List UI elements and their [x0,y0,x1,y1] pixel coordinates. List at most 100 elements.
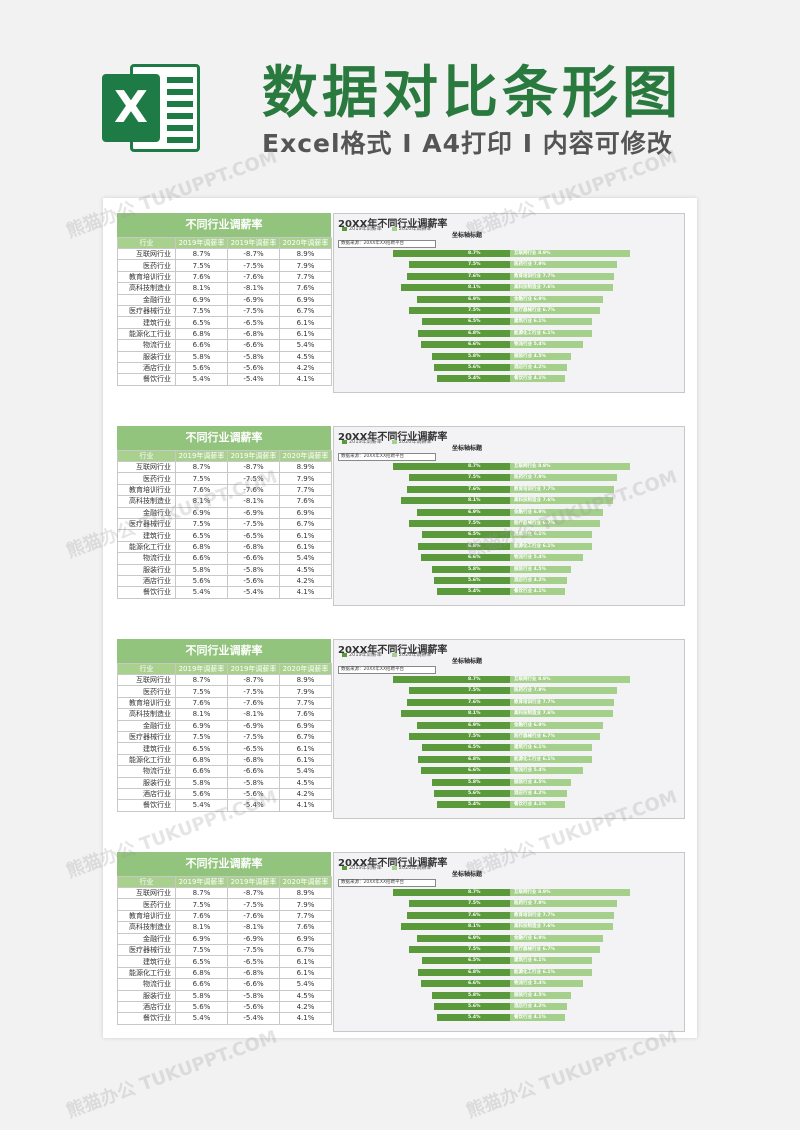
rate-cell[interactable]: -6.6% [227,339,280,352]
rate-cell[interactable]: 5.4% [279,765,332,778]
rate-cell[interactable]: 4.2% [279,1000,332,1014]
bar-2019[interactable] [408,474,510,482]
industry-cell[interactable]: 酒店行业 [117,1000,176,1014]
industry-cell[interactable]: 高科技制造业 [117,708,176,721]
bar-2020[interactable] [510,676,631,683]
industry-cell[interactable]: 医药行业 [117,259,176,272]
bar-2019[interactable] [408,900,510,908]
rate-cell[interactable]: -6.5% [227,316,280,329]
bar-2020[interactable] [510,261,617,269]
rate-cell[interactable]: 6.7% [279,517,332,531]
rate-cell[interactable]: 5.4% [175,586,228,599]
rate-cell[interactable]: 5.6% [175,787,228,801]
rate-cell[interactable]: 5.8% [175,563,228,576]
rate-cell[interactable]: 4.1% [279,799,332,812]
bar-2019[interactable] [408,520,510,527]
rate-cell[interactable]: 7.6% [279,495,332,508]
bar-2020[interactable] [510,329,593,337]
bar-2019[interactable] [437,375,510,383]
bar-2020[interactable] [510,991,571,999]
industry-cell[interactable]: 高科技制造业 [117,282,176,295]
rate-cell[interactable]: 7.9% [279,685,332,698]
rate-cell[interactable]: 5.4% [175,799,228,812]
rate-cell[interactable]: -7.5% [227,472,280,485]
rate-cell[interactable]: -8.1% [227,282,280,295]
rate-cell[interactable]: 6.5% [175,316,228,329]
rate-cell[interactable]: 6.9% [175,506,228,519]
bar-2020[interactable] [510,508,604,516]
bar-2019[interactable] [422,531,510,539]
industry-cell[interactable]: 能源化工行业 [117,966,176,980]
rate-cell[interactable]: 6.1% [279,966,332,980]
bar-2020[interactable] [510,911,614,919]
industry-cell[interactable]: 酒店行业 [117,574,176,588]
rate-cell[interactable]: 8.1% [175,708,228,721]
rate-cell[interactable]: -6.6% [227,978,280,991]
rate-cell[interactable]: 7.6% [175,696,228,710]
rate-cell[interactable]: 5.6% [175,361,228,375]
rate-cell[interactable]: -8.1% [227,708,280,721]
bar-2019[interactable] [437,588,510,596]
industry-cell[interactable]: 餐饮行业 [117,586,176,599]
bar-2019[interactable] [407,485,510,493]
bar-2019[interactable] [434,364,510,371]
rate-cell[interactable]: -8.7% [227,673,280,687]
rate-cell[interactable]: -7.6% [227,270,280,284]
rate-cell[interactable]: -5.4% [227,799,280,812]
bar-2019[interactable] [434,577,510,584]
rate-cell[interactable]: 6.9% [175,293,228,306]
rate-cell[interactable]: -6.8% [227,540,280,554]
rate-cell[interactable]: 7.5% [175,517,228,531]
rate-cell[interactable]: -6.9% [227,719,280,732]
rate-cell[interactable]: 7.6% [175,483,228,497]
industry-cell[interactable]: 物流行业 [117,339,176,352]
rate-cell[interactable]: 7.5% [175,943,228,957]
rate-cell[interactable]: 7.6% [175,270,228,284]
rate-cell[interactable]: 4.2% [279,787,332,801]
bar-2020[interactable] [510,767,583,775]
rate-cell[interactable]: 6.5% [175,955,228,968]
bar-2019[interactable] [431,991,510,999]
rate-cell[interactable]: -7.5% [227,730,280,744]
rate-cell[interactable]: 6.7% [279,304,332,318]
bar-2020[interactable] [510,341,583,349]
industry-cell[interactable]: 医疗器械行业 [117,517,176,531]
rate-cell[interactable]: 6.6% [175,339,228,352]
rate-cell[interactable]: 6.9% [175,719,228,732]
rate-cell[interactable]: -7.5% [227,304,280,318]
rate-cell[interactable]: 6.7% [279,730,332,744]
rate-cell[interactable]: 6.1% [279,529,332,542]
industry-cell[interactable]: 教育培训行业 [117,909,176,923]
industry-cell[interactable]: 医疗器械行业 [117,730,176,744]
rate-cell[interactable]: 7.6% [279,921,332,934]
bar-2020[interactable] [510,318,593,326]
rate-cell[interactable]: -8.1% [227,921,280,934]
rate-cell[interactable]: 8.9% [279,886,332,900]
rate-cell[interactable]: 6.1% [279,327,332,341]
industry-cell[interactable]: 餐饮行业 [117,799,176,812]
rate-cell[interactable]: -5.8% [227,563,280,576]
bar-2020[interactable] [510,721,604,729]
rate-cell[interactable]: 4.1% [279,1012,332,1025]
rate-cell[interactable]: 8.7% [175,673,228,687]
bar-2020[interactable] [510,272,614,280]
rate-cell[interactable]: -6.5% [227,955,280,968]
rate-cell[interactable]: 8.9% [279,460,332,474]
rate-cell[interactable]: 4.5% [279,989,332,1002]
rate-cell[interactable]: 8.1% [175,282,228,295]
bar-2020[interactable] [510,588,566,596]
rate-cell[interactable]: 6.1% [279,753,332,767]
rate-cell[interactable]: 4.5% [279,350,332,363]
rate-cell[interactable]: 7.6% [175,909,228,923]
rate-cell[interactable]: 5.4% [279,339,332,352]
rate-cell[interactable]: 5.6% [175,574,228,588]
rate-cell[interactable]: -6.8% [227,327,280,341]
bar-2019[interactable] [422,957,510,965]
bar-2019[interactable] [416,934,510,942]
bar-2020[interactable] [510,744,593,752]
bar-2020[interactable] [510,790,567,797]
bar-2019[interactable] [392,463,510,470]
rate-cell[interactable]: -6.6% [227,765,280,778]
rate-cell[interactable]: 7.7% [279,909,332,923]
bar-2019[interactable] [420,767,510,775]
